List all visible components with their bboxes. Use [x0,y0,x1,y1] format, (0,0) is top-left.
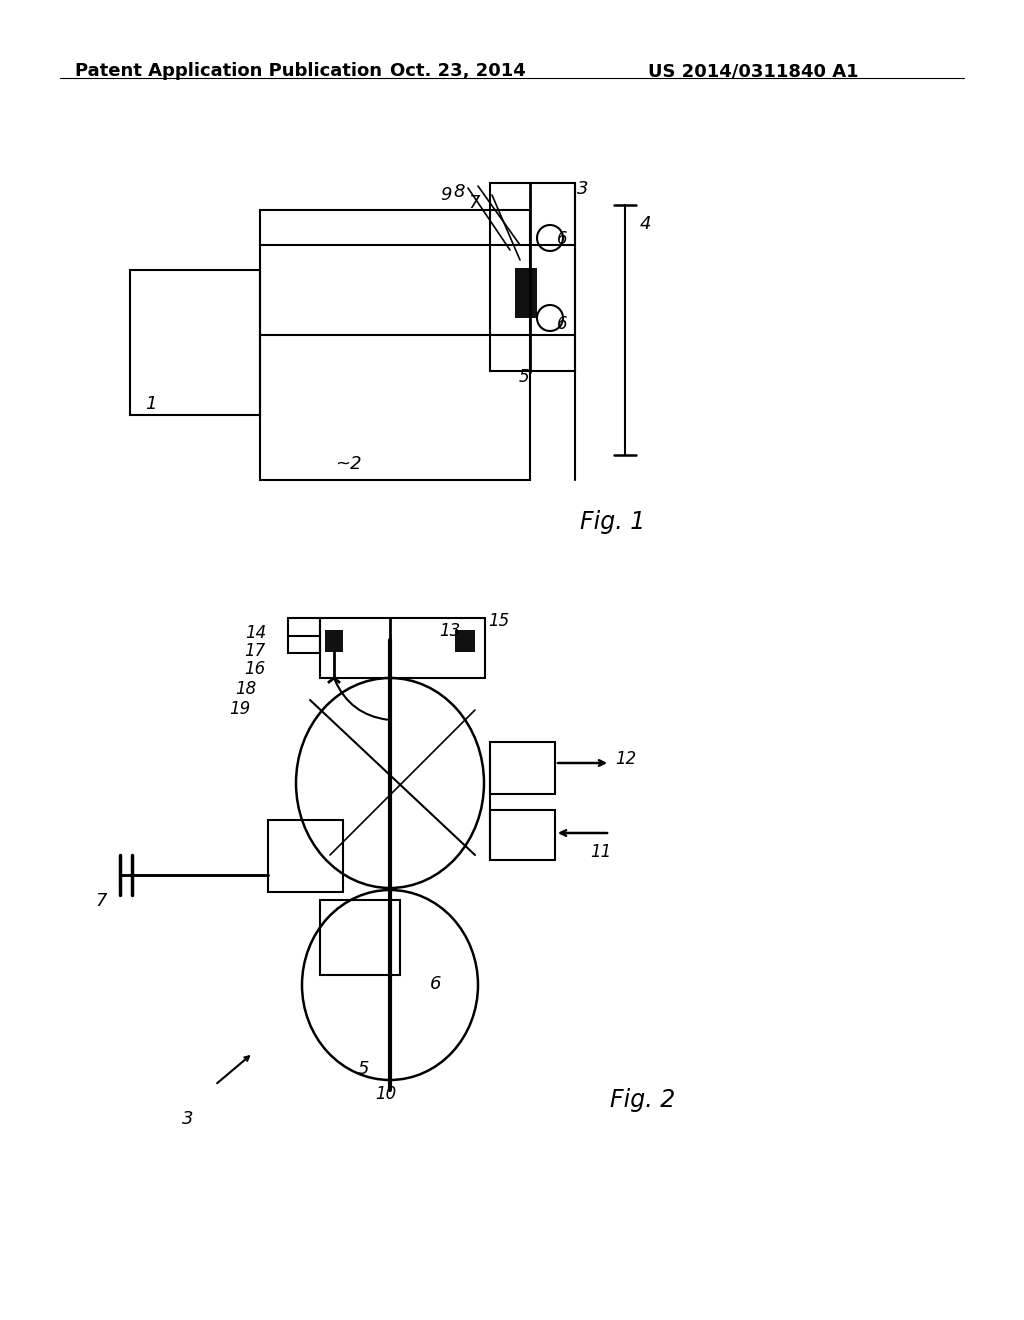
Text: 6: 6 [430,975,441,993]
Text: 1: 1 [145,395,157,413]
Text: 14: 14 [245,624,266,642]
Text: Patent Application Publication: Patent Application Publication [75,62,382,81]
Text: 11: 11 [590,843,611,861]
Text: 17: 17 [244,642,265,660]
Text: 6: 6 [557,230,567,248]
Text: Oct. 23, 2014: Oct. 23, 2014 [390,62,525,81]
Bar [455,630,475,652]
Text: 15: 15 [488,612,509,630]
Bar [130,271,260,414]
Text: 7: 7 [469,194,480,213]
Bar [319,618,485,678]
Text: 9: 9 [440,186,452,205]
Text: 10: 10 [375,1085,396,1104]
Text: 13: 13 [438,622,460,640]
Text: ~2: ~2 [335,455,361,473]
Text: 5: 5 [358,1060,370,1078]
Bar [325,630,343,652]
Text: 19: 19 [228,700,250,718]
Bar [319,900,400,975]
Bar [268,820,343,892]
Bar [260,210,530,480]
Text: 6: 6 [557,315,567,333]
Text: 8: 8 [454,183,465,201]
Text: 3: 3 [182,1110,194,1129]
Text: 18: 18 [234,680,256,698]
Text: 5: 5 [519,368,529,385]
Text: 3: 3 [577,180,589,198]
Bar [490,810,555,861]
Text: 12: 12 [615,750,636,768]
Text: 4: 4 [640,215,651,234]
Bar [490,742,555,795]
Text: Fig. 1: Fig. 1 [580,510,645,535]
Text: 7: 7 [95,892,106,909]
Text: 16: 16 [244,660,265,678]
Bar [288,618,319,653]
Text: US 2014/0311840 A1: US 2014/0311840 A1 [648,62,859,81]
Text: Fig. 2: Fig. 2 [610,1088,675,1111]
Bar [515,268,537,318]
Bar [490,183,575,371]
